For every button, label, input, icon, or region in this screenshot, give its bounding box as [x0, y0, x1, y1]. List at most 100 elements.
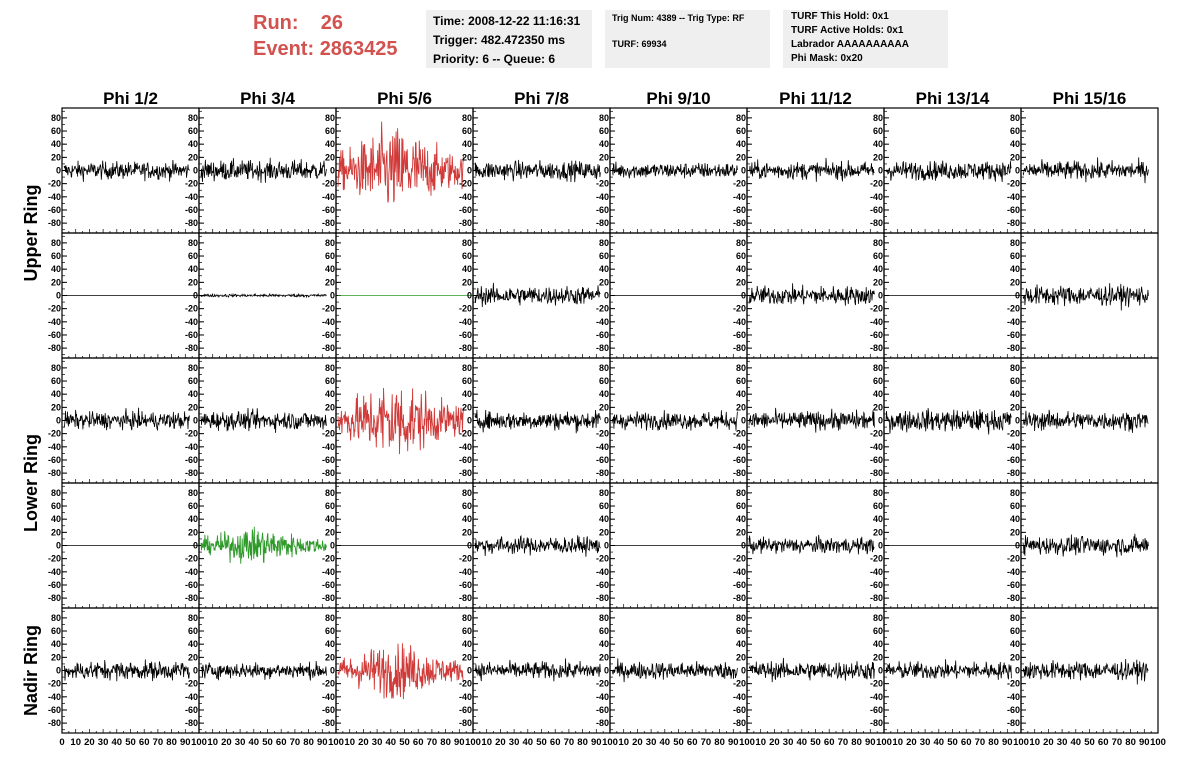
- y-tick-label: 20: [325, 277, 335, 287]
- y-tick-label: -80: [1007, 593, 1020, 603]
- event-label: Event:: [253, 38, 315, 60]
- y-tick-label: -20: [48, 179, 61, 189]
- x-tick-label: 60: [824, 737, 835, 748]
- waveform-panel: 80 60 40 20 0 -20 -40 -60 -80: [596, 232, 748, 359]
- y-tick-label: 40: [599, 639, 609, 649]
- x-tick-label: 80: [851, 737, 862, 748]
- y-tick-label: 80: [51, 363, 61, 373]
- y-tick-label: 0: [467, 291, 472, 301]
- waveform-panel: 80 60 40 20 0 -20 -40 -60 -80: [48, 232, 200, 359]
- waveform-panel: 80 60 40 20 0 -20 -40 -60 -80: [48, 357, 200, 484]
- column-title: Phi 3/4: [240, 89, 295, 108]
- x-tick-label: 80: [577, 737, 588, 748]
- y-tick-label: -20: [596, 554, 609, 564]
- y-tick-label: 0: [467, 666, 472, 676]
- waveform-panel: 80 60 40 20 0 -20 -40 -60 -80: [322, 482, 474, 609]
- x-tick-label: 90: [454, 737, 465, 748]
- y-tick-label: 20: [462, 277, 472, 287]
- x-tick-label: 20: [358, 737, 369, 748]
- x-tick-label: 50: [536, 737, 547, 748]
- y-tick-label: -40: [596, 442, 609, 452]
- waveform-panel: 80 60 40 20 0 -20 -40 -60 -80: [459, 107, 611, 234]
- column-title: Phi 15/16: [1053, 89, 1127, 108]
- y-tick-label: 80: [1010, 238, 1020, 248]
- column-title: Phi 5/6: [377, 89, 432, 108]
- y-tick-label: -40: [459, 692, 472, 702]
- y-tick-label: -60: [1007, 580, 1020, 590]
- y-tick-label: -80: [733, 593, 746, 603]
- y-tick-label: 20: [599, 402, 609, 412]
- y-tick-label: -20: [870, 554, 883, 564]
- y-tick-label: 0: [330, 416, 335, 426]
- y-tick-label: -20: [48, 429, 61, 439]
- column-title: Phi 13/14: [916, 89, 990, 108]
- x-tick-label: 100: [876, 737, 892, 748]
- y-tick-label: 80: [325, 488, 335, 498]
- y-tick-label: -20: [1007, 304, 1020, 314]
- y-tick-label: 0: [467, 541, 472, 551]
- y-tick-label: -20: [596, 679, 609, 689]
- y-tick-label: 20: [51, 277, 61, 287]
- y-tick-label: -80: [459, 343, 472, 353]
- waveform-trace: [611, 658, 738, 683]
- y-tick-label: -60: [48, 455, 61, 465]
- y-tick-label: 0: [467, 166, 472, 176]
- x-tick-label: 90: [865, 737, 876, 748]
- y-tick-label: 20: [873, 277, 883, 287]
- y-tick-label: 20: [51, 527, 61, 537]
- y-tick-label: -20: [1007, 179, 1020, 189]
- x-tick-label: 90: [317, 737, 328, 748]
- y-tick-label: 20: [599, 527, 609, 537]
- column-title: Phi 7/8: [514, 89, 569, 108]
- y-tick-label: 80: [188, 113, 198, 123]
- y-tick-label: 60: [51, 126, 61, 136]
- y-tick-label: -80: [733, 218, 746, 228]
- y-tick-label: -40: [185, 567, 198, 577]
- y-tick-label: 80: [599, 613, 609, 623]
- waveform-panel: 80 60 40 20 0 -20 -40 -60 -80: [870, 357, 1022, 484]
- y-tick-label: 80: [873, 488, 883, 498]
- y-tick-label: -60: [870, 205, 883, 215]
- y-tick-label: -60: [596, 580, 609, 590]
- x-tick-label: 70: [427, 737, 438, 748]
- y-tick-label: 40: [1010, 264, 1020, 274]
- waveform-panel: 80 60 40 20 0 -20 -40 -60 -80: [322, 357, 474, 484]
- y-tick-label: 80: [736, 488, 746, 498]
- y-tick-label: 80: [325, 363, 335, 373]
- y-tick-label: 20: [599, 152, 609, 162]
- y-tick-label: 60: [325, 126, 335, 136]
- y-tick-label: -60: [48, 580, 61, 590]
- y-tick-label: -20: [322, 554, 335, 564]
- waveform-trace: [63, 659, 190, 682]
- y-tick-label: 80: [51, 113, 61, 123]
- y-tick-label: 80: [462, 238, 472, 248]
- event-value: 2863425: [319, 38, 398, 60]
- y-tick-label: -60: [870, 705, 883, 715]
- y-tick-label: -80: [596, 218, 609, 228]
- y-tick-label: -60: [596, 705, 609, 715]
- x-tick-label: 0: [59, 737, 64, 748]
- run-event-block: Run: 26 Event: 2863425: [253, 10, 398, 62]
- y-tick-label: -20: [459, 554, 472, 564]
- x-tick-label: 60: [687, 737, 698, 748]
- y-tick-label: 40: [599, 389, 609, 399]
- x-tick-label: 40: [112, 737, 123, 748]
- y-tick-label: 0: [1015, 416, 1020, 426]
- y-tick-label: -40: [185, 442, 198, 452]
- y-tick-label: 40: [51, 264, 61, 274]
- x-tick-label: 60: [276, 737, 287, 748]
- y-tick-label: 40: [325, 639, 335, 649]
- y-tick-label: 40: [599, 264, 609, 274]
- waveform-panel: 80 60 40 20 0 -20 -40 -60 -80: [733, 357, 885, 484]
- y-tick-label: 20: [325, 402, 335, 412]
- waveform-panel: 80 60 40 20 0 -20 -40 -60 -80: [48, 482, 200, 609]
- y-tick-label: 60: [736, 626, 746, 636]
- waveform-panel: 80 60 40 20 0 -20 -40 -60 -80: [870, 107, 1022, 234]
- y-tick-label: 40: [1010, 139, 1020, 149]
- x-tick-label: 60: [1098, 737, 1109, 748]
- x-tick-label: 40: [386, 737, 397, 748]
- waveform-panel: 80 60 40 20 0 -20 -40 -60 -80: [596, 357, 748, 484]
- y-tick-label: 60: [325, 376, 335, 386]
